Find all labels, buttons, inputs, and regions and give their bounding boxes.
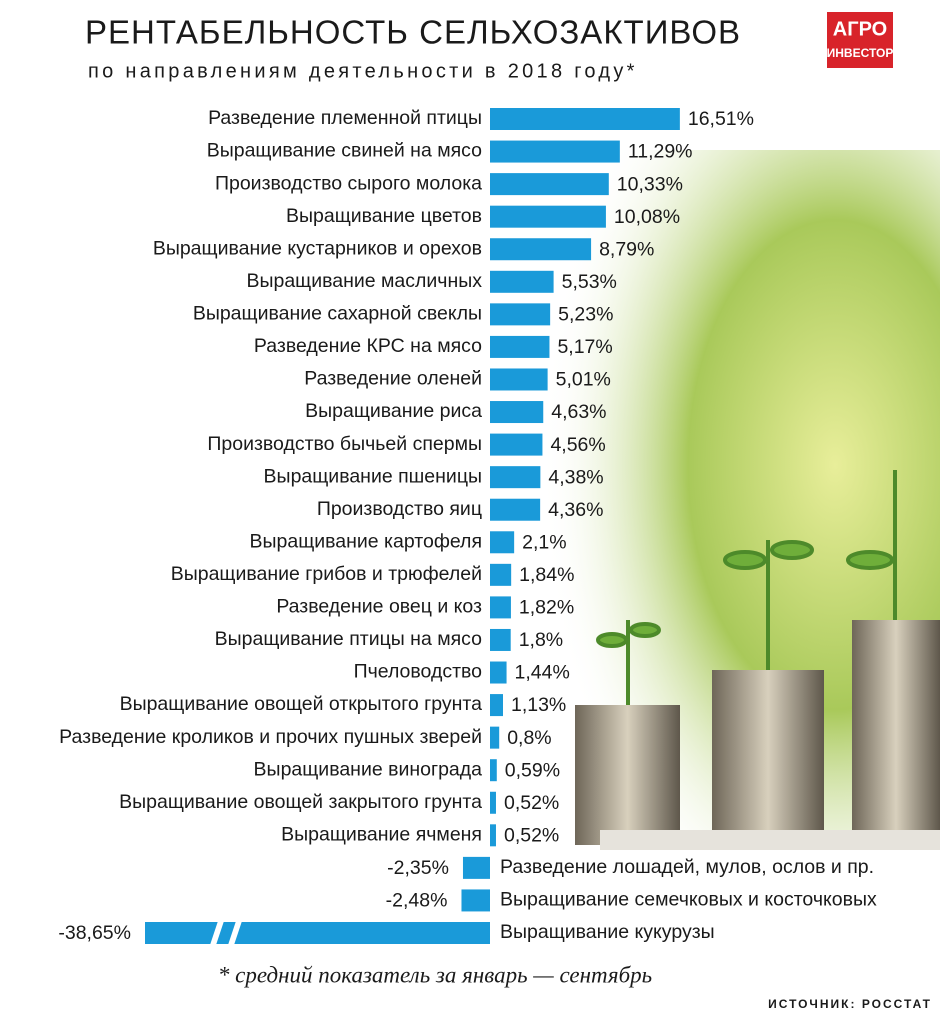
bar (490, 173, 609, 196)
value-label: 1,44% (515, 662, 570, 684)
value-label: 1,13% (511, 694, 566, 716)
category-label: Выращивание риса (305, 400, 482, 422)
value-label: 0,59% (505, 759, 560, 781)
value-label: 5,23% (558, 304, 613, 326)
value-label: 0,52% (504, 792, 559, 814)
logo-text: АГРО (833, 18, 887, 40)
category-label: Выращивание свиней на мясо (207, 140, 482, 162)
value-label: -38,65% (58, 922, 131, 944)
value-label: 1,8% (519, 629, 563, 651)
bar (462, 856, 490, 879)
category-label: Производство сырого молока (215, 172, 482, 194)
category-label: Пчеловодство (354, 661, 483, 683)
value-label: 4,56% (550, 434, 605, 456)
bar (490, 466, 541, 489)
value-label: 1,84% (519, 564, 574, 586)
bar (490, 824, 496, 847)
bar (490, 596, 511, 619)
value-label: -2,48% (386, 890, 448, 912)
category-label: Выращивание семечковых и косточковых (500, 889, 877, 911)
chart-subtitle: по направлениям деятельности в 2018 году… (88, 60, 638, 82)
category-label: Разведение оленей (304, 368, 482, 390)
category-label: Выращивание овощей закрытого грунта (119, 791, 482, 813)
bar (490, 335, 550, 358)
value-label: 11,29% (628, 141, 693, 163)
value-label: 0,8% (507, 727, 551, 749)
bar (490, 759, 497, 782)
category-label: Выращивание кустарников и орехов (153, 237, 482, 259)
bar (490, 303, 551, 326)
bar (490, 694, 503, 717)
bar (490, 401, 544, 424)
value-label: 8,79% (599, 238, 654, 260)
bar (490, 791, 496, 814)
category-label: Производство яиц (317, 498, 482, 520)
value-label: 5,17% (557, 336, 612, 358)
category-label: Разведение КРС на мясо (254, 335, 482, 357)
bar (490, 140, 620, 163)
category-label: Выращивание птицы на мясо (215, 628, 483, 650)
bar (490, 368, 548, 391)
bar (490, 726, 500, 749)
category-label: Разведение кроликов и прочих пушных звер… (59, 726, 482, 748)
category-label: Выращивание цветов (286, 205, 482, 227)
bar (490, 628, 511, 651)
bar (490, 433, 543, 456)
value-label: 5,53% (562, 271, 617, 293)
bar (490, 238, 592, 261)
value-label: -2,35% (387, 857, 449, 879)
category-label: Выращивание овощей открытого грунта (120, 693, 483, 715)
category-label: Выращивание картофеля (249, 530, 482, 552)
value-label: 10,33% (617, 173, 683, 195)
value-label: 0,52% (504, 824, 559, 846)
value-label: 5,01% (556, 369, 611, 391)
value-label: 4,38% (548, 466, 603, 488)
value-label: 2,1% (522, 531, 566, 553)
category-label: Разведение лошадей, мулов, ослов и пр. (500, 856, 874, 878)
bar (490, 205, 606, 228)
value-label: 4,63% (551, 401, 606, 423)
logo-text: ИНВЕСТОР (827, 46, 894, 60)
bar (490, 498, 541, 521)
axis-break (228, 921, 242, 945)
category-label: Выращивание масличных (246, 270, 482, 292)
chart-title: РЕНТАБЕЛЬНОСТЬ СЕЛЬХОЗАКТИВОВ (85, 14, 741, 51)
category-label: Разведение племенной птицы (208, 107, 482, 129)
bar (461, 889, 490, 912)
bar (490, 531, 515, 554)
category-label: Выращивание кукурузы (500, 921, 715, 943)
bar (490, 270, 554, 293)
category-label: Выращивание ячменя (281, 823, 482, 845)
value-label: 4,36% (548, 499, 603, 521)
footnote: * средний показатель за январь — сентябр… (218, 962, 652, 987)
category-label: Выращивание сахарной свеклы (193, 303, 482, 325)
background-photo (520, 150, 940, 850)
logo (827, 12, 893, 68)
source: ИСТОЧНИК: РОССТАТ (768, 997, 932, 1011)
category-label: Выращивание пшеницы (264, 465, 482, 487)
axis-break (210, 921, 224, 945)
bar (490, 108, 680, 130)
bar (145, 922, 490, 944)
category-label: Разведение овец и коз (276, 596, 482, 618)
category-label: Выращивание грибов и трюфелей (171, 563, 482, 585)
value-label: 1,82% (519, 597, 574, 619)
value-label: 10,08% (614, 206, 680, 228)
bar (490, 563, 512, 586)
bar (490, 661, 507, 684)
category-label: Выращивание винограда (254, 758, 483, 780)
value-label: 16,51% (688, 108, 754, 130)
category-label: Производство бычьей спермы (207, 433, 482, 455)
